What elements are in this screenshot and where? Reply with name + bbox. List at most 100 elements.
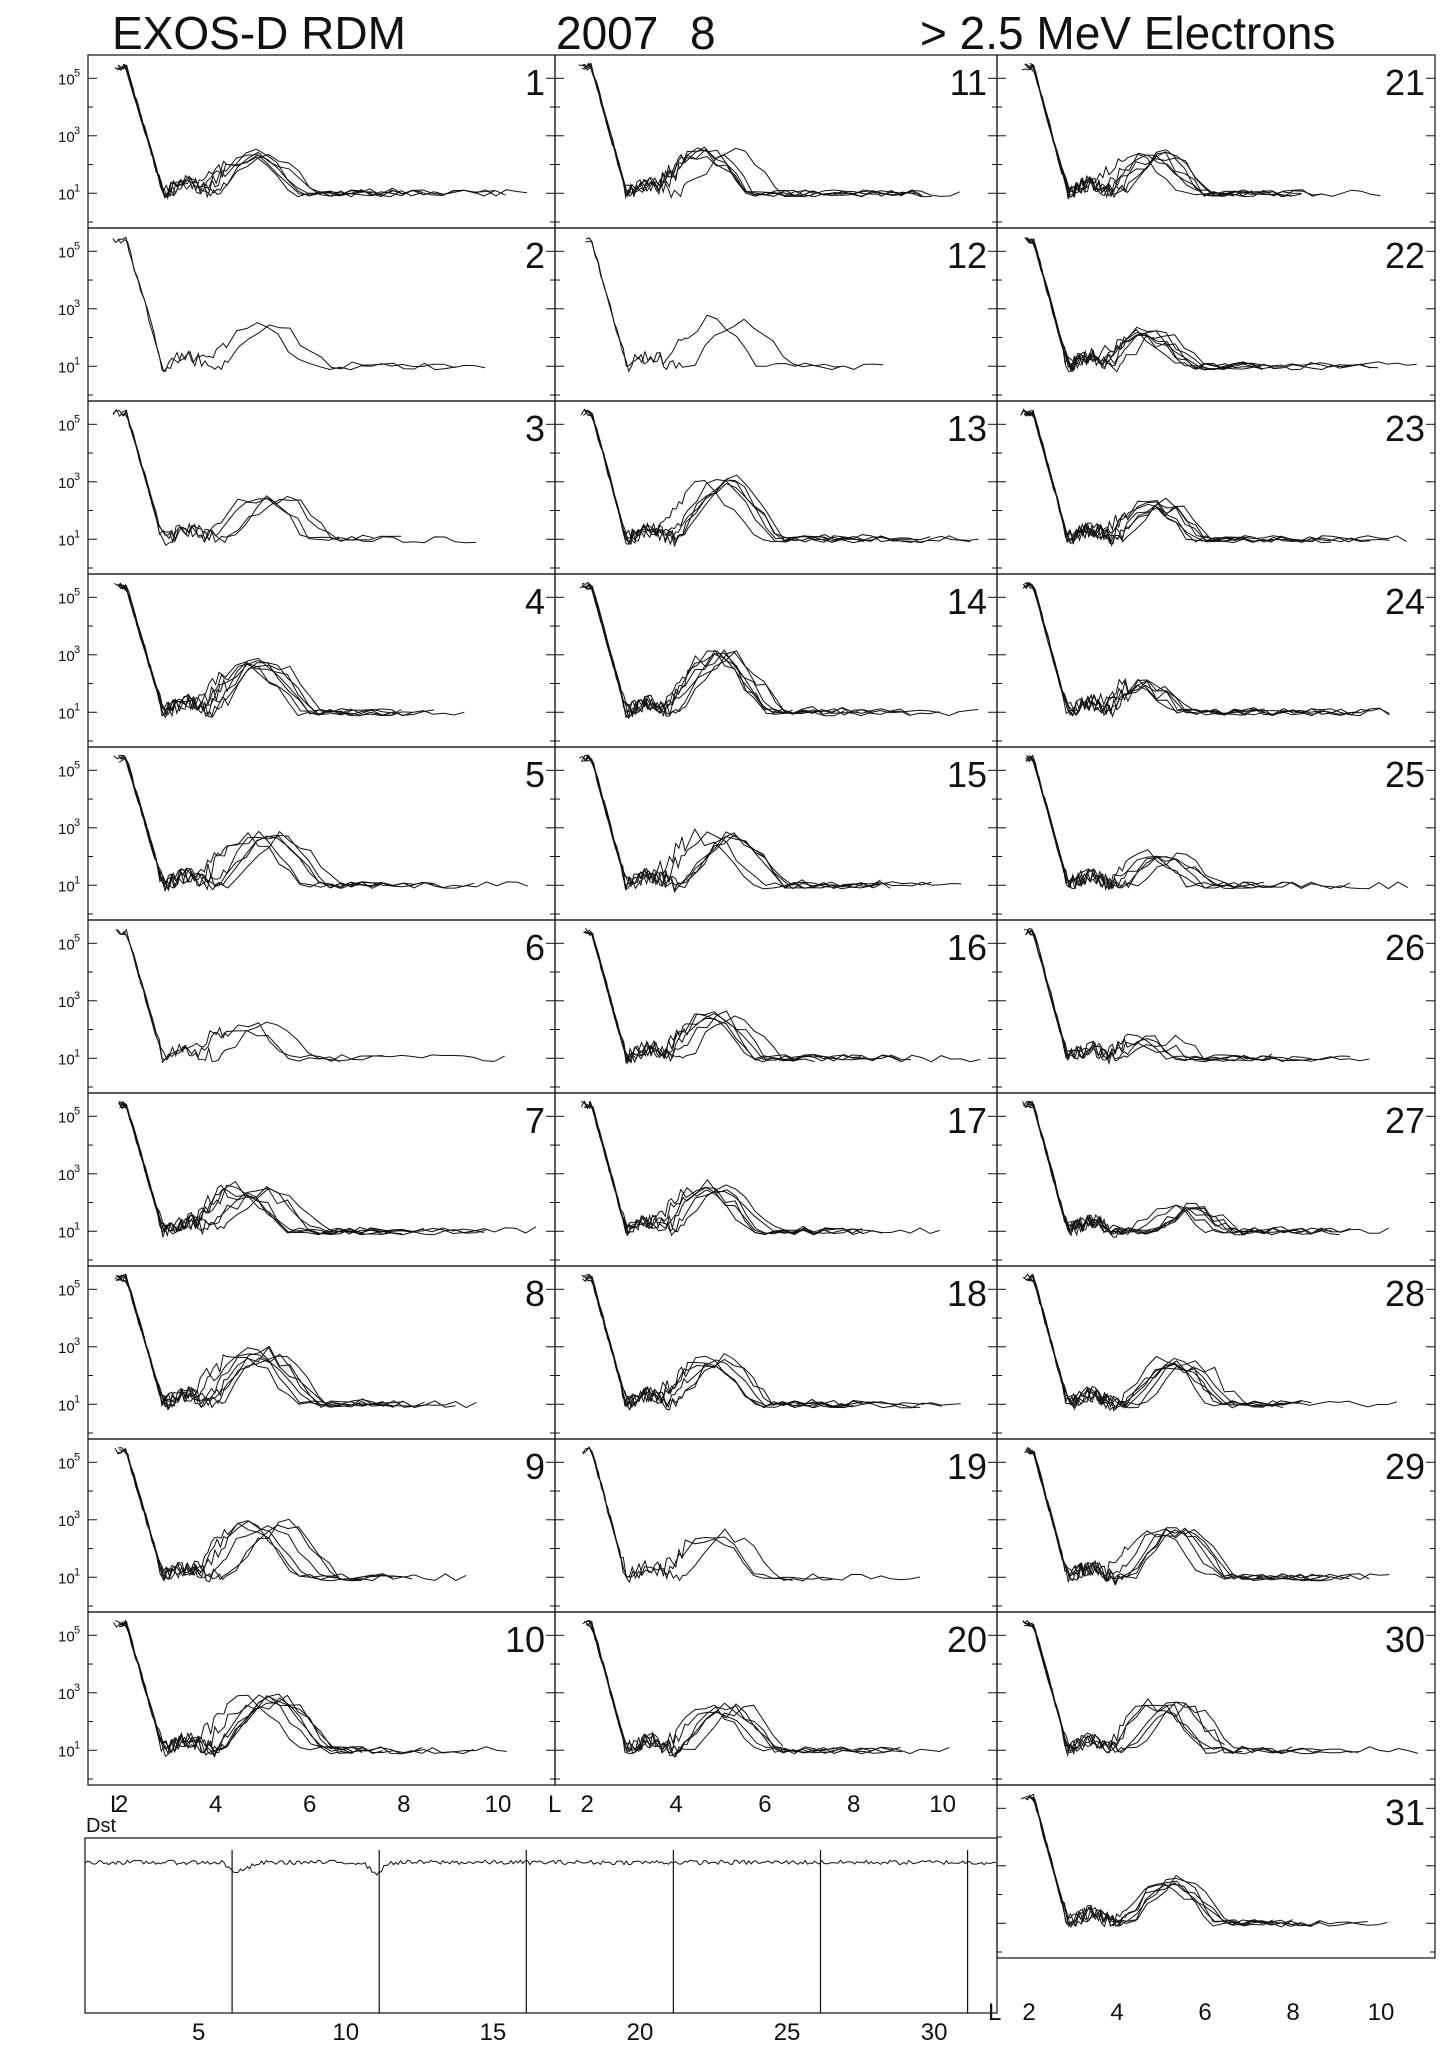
y-tick-exponent: 5 [74,759,80,771]
y-tick-label: 10 [58,821,75,838]
flux-trace [582,583,911,717]
panel-frame [996,1265,1436,1440]
flux-trace [118,1102,487,1236]
y-tick-exponent: 1 [74,182,80,194]
y-tick-exponent: 3 [74,1682,80,1694]
flux-trace [1025,411,1302,547]
flux-trace [123,584,402,717]
panel-frame [554,1265,998,1440]
panel-day-9: 10 510 310 19 [58,1438,556,1613]
l-axis-label: L [110,1791,123,1818]
day-label: 6 [525,927,545,968]
flux-trace [586,63,960,198]
panel-frame [996,400,1436,575]
flux-trace [1025,1448,1390,1583]
flux-trace [1024,1619,1359,1755]
day-label: 23 [1385,408,1425,449]
flux-trace [587,1621,893,1758]
y-tick-label: 10 [58,1109,75,1126]
flux-trace [582,62,920,197]
y-tick-exponent: 5 [74,1624,80,1636]
flux-trace [114,63,528,198]
panel-day-26: 26 [996,919,1436,1094]
day-label: 20 [947,1619,987,1660]
flux-trace [586,1446,833,1582]
y-tick-exponent: 5 [74,586,80,598]
flux-trace [121,1621,362,1757]
flux-trace [588,933,793,1064]
flux-trace [585,1624,950,1757]
flux-trace [122,63,495,199]
y-tick-exponent: 3 [74,125,80,137]
l-tick-label: 10 [1368,1999,1395,2026]
panel-day-11: 11 [554,54,998,229]
flux-trace [119,585,353,719]
flux-trace [1025,757,1409,891]
dst-trace [84,1859,996,1876]
flux-trace [1030,241,1417,371]
flux-trace [581,1100,863,1237]
l-tick-label: 2 [1022,1999,1035,2026]
y-tick-label: 10 [58,763,75,780]
panel-day-6: 10 510 310 16 [58,919,556,1094]
panel-day-25: 25 [996,746,1436,921]
y-tick-exponent: 3 [74,1336,80,1348]
flux-trace [1025,1795,1322,1928]
flux-trace [1029,63,1323,199]
flux-trace [1024,1273,1252,1412]
y-tick-label: 10 [58,186,75,203]
panel-frame [996,54,1436,229]
flux-trace [112,236,456,373]
flux-trace [1029,755,1265,890]
panel-day-2: 10 510 310 12 [58,227,556,402]
y-tick-label: 10 [58,1513,75,1530]
y-tick-label: 10 [58,648,75,665]
day-label: 16 [947,927,987,968]
y-tick-exponent: 1 [74,355,80,367]
l-tick-label: 4 [209,1791,222,1818]
day-label: 11 [950,62,987,103]
panel-frame [996,746,1436,921]
flux-trace [582,1446,921,1584]
panel-frame [87,1092,556,1267]
l-tick-label: 6 [303,1791,316,1818]
day-label: 17 [947,1100,987,1141]
y-tick-exponent: 3 [74,990,80,1002]
y-tick-label: 10 [58,1051,75,1068]
day-tick-label: 5 [192,2019,205,2046]
flux-trace [119,64,423,198]
panel-frame [87,746,556,921]
y-tick-exponent: 5 [74,413,80,425]
flux-trace [586,932,911,1065]
day-label: 13 [947,408,987,449]
y-tick-exponent: 1 [74,1739,80,1751]
flux-trace [581,62,932,198]
flux-trace [1025,756,1254,890]
flux-trace [118,583,394,718]
flux-trace [119,1622,353,1758]
flux-trace [1028,929,1273,1061]
flux-trace [1023,582,1265,717]
day-label: 8 [525,1273,545,1314]
panel-day-23: 23 [996,400,1436,575]
flux-trace [586,1104,863,1237]
day-tick-label: 20 [627,2019,654,2046]
l-tick-label: 4 [1110,1999,1123,2026]
flux-trace [584,409,971,547]
flux-trace [117,64,506,198]
y-tick-label: 10 [58,1628,75,1645]
day-label: 25 [1385,754,1425,795]
day-label: 18 [947,1273,987,1314]
flux-trace [588,1620,835,1755]
panel-frame [87,1611,556,1786]
flux-trace [582,1619,784,1758]
day-label: 22 [1385,235,1425,276]
y-tick-label: 10 [58,1282,75,1299]
flux-trace [1027,239,1379,371]
flux-trace [1030,1797,1301,1929]
flux-trace [579,755,881,890]
instrument-title: EXOS-D RDM [112,7,406,59]
y-tick-exponent: 3 [74,644,80,656]
panel-frame [87,1438,556,1613]
